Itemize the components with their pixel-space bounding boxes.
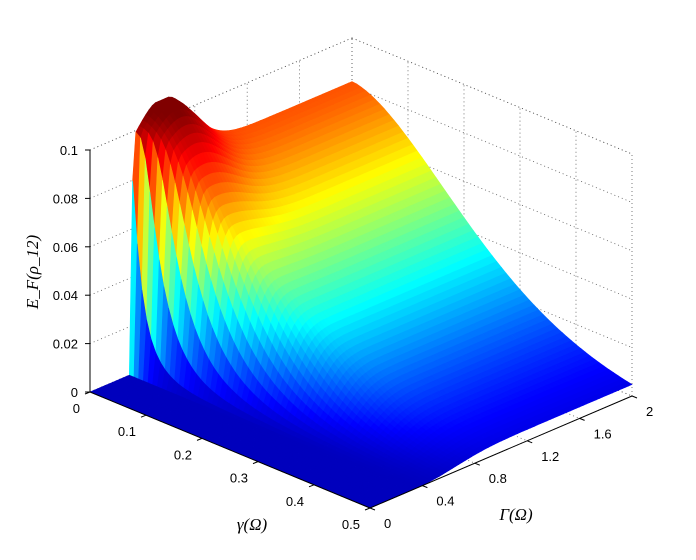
x-tick-label: 0.4 [286,494,304,509]
axis-layer: 0 0.1 0.2 0.3 0.4 0.5 0 0.4 0.8 1.2 1.6 2 0 0.02 0.04 0… [53,143,654,532]
gridline [351,231,633,348]
y-tick-mark [527,440,533,444]
x-tick-label: 0.3 [230,471,248,486]
x-axis-line [89,391,371,509]
x-axis-label: γ(Ω) [237,515,268,534]
x-tick-mark [252,461,259,465]
x-tick-label: 0 [73,401,80,416]
x-tick-label: 0.2 [174,447,192,462]
x-tick-label: 0.5 [342,517,360,532]
gridline [351,37,633,155]
x-tick-mark [196,437,203,441]
gridline [351,134,633,252]
y-axis-line [369,395,633,509]
x-tick-mark [364,507,371,511]
gridline [351,182,633,300]
z-tick-label: 0.04 [53,288,78,303]
y-axis-label: Γ(Ω) [498,505,533,524]
y-tick-label: 1.6 [594,426,612,441]
z-tick-label: 0.1 [60,143,78,158]
z-tick-label: 0 [71,385,78,400]
z-axis-label: E_F(ρ_12) [23,235,42,311]
z-tick-label: 0.08 [53,191,78,206]
y-tick-mark [579,417,585,421]
y-tick-label: 1.2 [541,449,559,464]
y-tick-mark [474,462,480,466]
x-tick-label: 0.1 [118,424,136,439]
x-tick-mark [140,414,147,418]
x-tick-mark [308,484,315,488]
y-tick-mark [422,485,428,489]
y-tick-mark [631,395,638,399]
y-tick-label: 0.8 [489,471,507,486]
z-tick-label: 0.02 [53,337,78,352]
z-tick-label: 0.06 [53,240,78,255]
y-tick-label: 0 [384,516,391,531]
gridline [351,86,633,203]
surface-layer [89,81,633,509]
y-tick-label: 2 [646,404,653,419]
y-tick-mark [369,507,376,511]
y-tick-label: 0.4 [436,494,454,509]
